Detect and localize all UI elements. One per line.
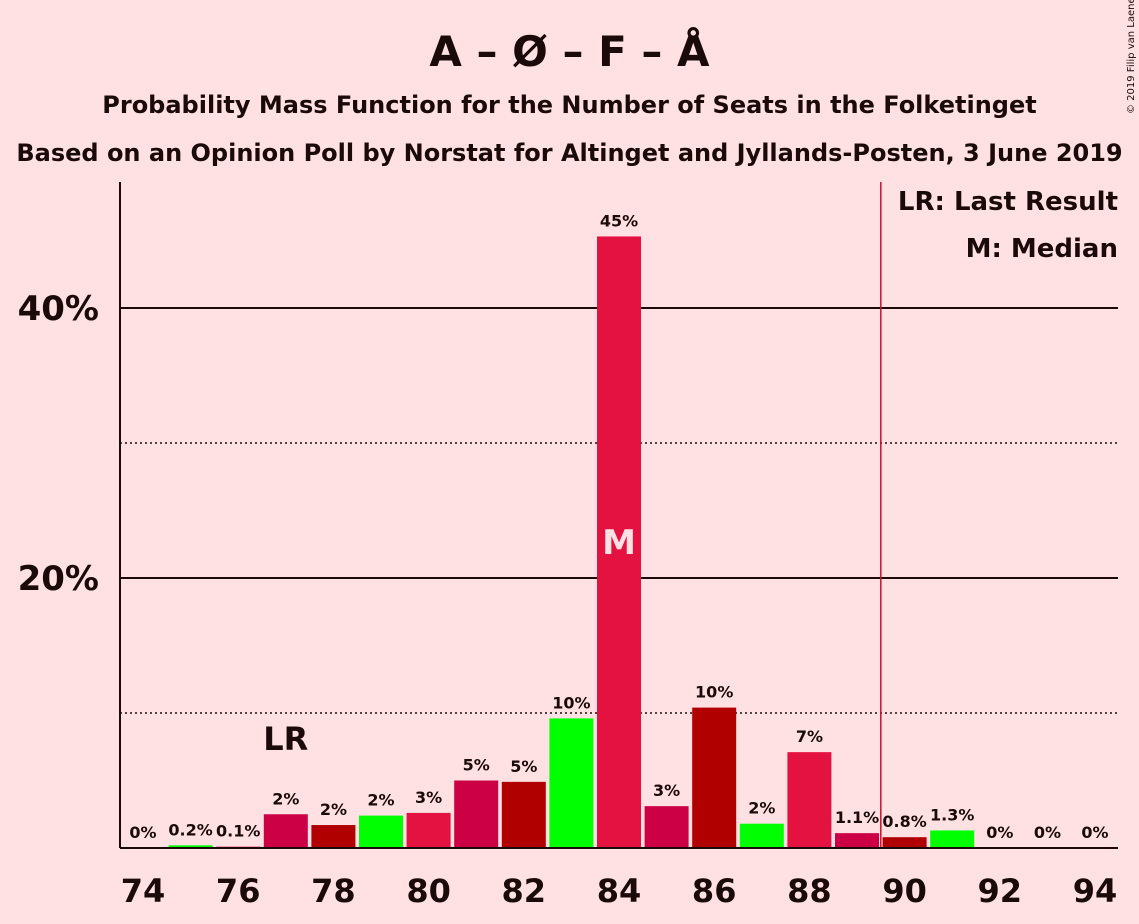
data-label-seat-80: 3% — [415, 788, 442, 807]
data-label-seat-76: 0.1% — [216, 822, 260, 841]
bar-seat-81 — [454, 780, 499, 848]
bar-seat-84 — [597, 236, 641, 848]
x-tick-label-94: 94 — [1073, 872, 1118, 910]
bar-seat-91 — [930, 830, 975, 848]
data-label-seat-77: 2% — [272, 789, 299, 808]
data-label-seat-81: 5% — [463, 756, 490, 775]
y-tick-labels: 20% 40% — [18, 289, 99, 599]
bar-seat-82 — [501, 781, 546, 848]
data-label-seat-88: 7% — [796, 727, 823, 746]
data-label-seat-87: 2% — [748, 799, 775, 818]
data-label-seat-79: 2% — [367, 791, 394, 810]
x-tick-label-88: 88 — [787, 872, 832, 910]
x-tick-label-92: 92 — [978, 872, 1023, 910]
data-label-seat-93: 0% — [1034, 823, 1061, 842]
bar-seat-80 — [406, 812, 451, 848]
bar-seat-83 — [549, 718, 594, 848]
data-labels: 0% 0.2% 0.1% 2% 2% 2% 3% 5% 5% 10% 45% 3% 10% 2% 7% 1.1… — [129, 206, 1109, 842]
annotations: LR M — [263, 523, 636, 758]
bar-seat-87 — [739, 823, 784, 848]
data-label-seat-84: 45% — [600, 211, 638, 230]
median-label: M — [602, 523, 636, 563]
data-label-seat-74: 0% — [129, 823, 156, 842]
y-tick-label-40: 40% — [18, 289, 99, 329]
data-label-seat-92: 0% — [986, 823, 1013, 842]
bar-seat-88 — [787, 752, 832, 848]
bar-seat-90 — [882, 837, 927, 848]
data-label-seat-82: 5% — [510, 757, 537, 776]
data-label-seat-78: 2% — [320, 800, 347, 819]
chart-subtitle: Probability Mass Function for the Number… — [102, 91, 1036, 119]
data-label-bg-seat-84 — [593, 206, 645, 231]
x-tick-label-76: 76 — [216, 872, 261, 910]
x-tick-label-84: 84 — [597, 872, 642, 910]
x-tick-label-74: 74 — [121, 872, 166, 910]
last-result-label: LR — [263, 720, 308, 758]
data-label-seat-85: 3% — [653, 781, 680, 800]
bar-seat-75 — [168, 845, 213, 848]
axes — [119, 182, 1118, 849]
bar-seat-89 — [835, 833, 879, 848]
bar-seat-77 — [263, 814, 308, 848]
chart-subtitle-poll: Based on an Opinion Poll by Norstat for … — [16, 139, 1122, 167]
legend-last-result: LR: Last Result — [898, 187, 1118, 217]
bar-seat-78 — [311, 825, 356, 848]
x-tick-label-82: 82 — [502, 872, 547, 910]
data-label-seat-90: 0.8% — [882, 812, 926, 831]
legend-median: M: Median — [966, 234, 1118, 264]
x-tick-label-86: 86 — [692, 872, 737, 910]
chart-title: A – Ø – F – Å — [429, 26, 710, 76]
data-label-seat-75: 0.2% — [168, 820, 212, 839]
x-tick-labels: 74 76 78 80 82 84 86 88 90 92 94 — [121, 872, 1118, 910]
copyright-notice: © 2019 Filip van Laenen — [1126, 0, 1137, 114]
data-label-seat-94: 0% — [1081, 823, 1108, 842]
data-label-seat-86: 10% — [695, 683, 733, 702]
data-label-seat-89: 1.1% — [835, 808, 879, 827]
bar-seat-86 — [692, 707, 737, 848]
data-label-seat-83: 10% — [552, 693, 590, 712]
y-tick-label-20: 20% — [18, 559, 99, 599]
bar-seat-85 — [644, 806, 689, 848]
data-label-seat-91: 1.3% — [930, 805, 974, 824]
bar-seat-79 — [359, 815, 403, 848]
bars — [168, 236, 975, 848]
x-tick-label-90: 90 — [882, 872, 927, 910]
x-tick-label-78: 78 — [311, 872, 356, 910]
x-tick-label-80: 80 — [406, 872, 451, 910]
